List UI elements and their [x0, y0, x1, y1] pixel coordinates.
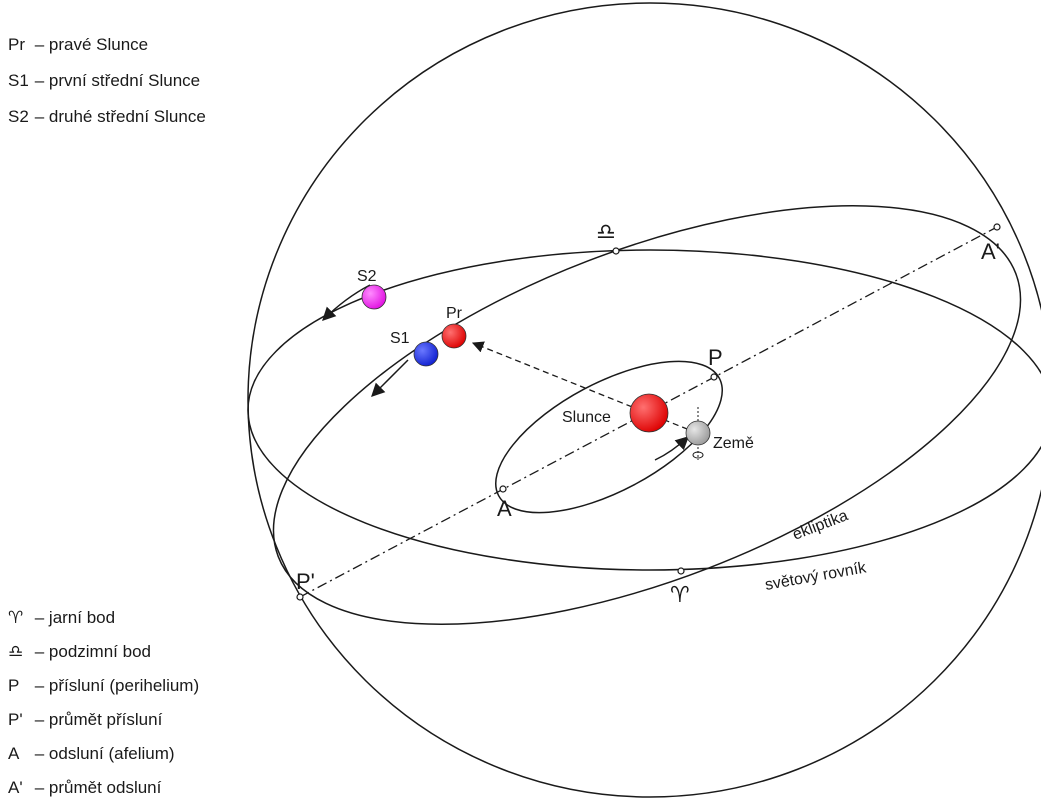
s1-label: S1: [390, 330, 410, 347]
legend-symbol: P: [8, 676, 20, 695]
legend-item-perihelion-projection: P' – průmět přísluní: [8, 711, 162, 728]
s2-label: S2: [357, 268, 377, 285]
perihelion-projection-label: P': [296, 569, 315, 594]
legend-symbol: P': [8, 710, 23, 729]
sun: [629, 393, 669, 433]
legend-desc: – přísluní (perihelium): [34, 676, 200, 695]
legend-item-s2: S2 – druhé střední Slunce: [8, 108, 206, 125]
earth-motion-arrow: [654, 436, 689, 461]
earth-rotation-icon: [692, 451, 704, 459]
legend-desc: – pravé Slunce: [34, 35, 149, 54]
legend-symbol: S2: [8, 107, 29, 126]
earth: [685, 420, 711, 446]
s1-motion-arrow: [371, 359, 409, 397]
perihelion-label: P: [708, 345, 723, 370]
legend-desc: – podzimní bod: [34, 642, 151, 661]
ecliptic-label: ekliptika: [790, 507, 850, 544]
aries-symbol: ♈: [8, 608, 24, 628]
first-mean-sun: [413, 341, 439, 367]
perihelion-projection-point: [296, 593, 304, 601]
perihelion-point: [710, 373, 718, 381]
legend-symbol: Pr: [8, 35, 25, 54]
legend-desc: – jarní bod: [34, 608, 116, 627]
pr-label: Pr: [446, 305, 463, 322]
equator-label: světový rovník: [764, 559, 869, 594]
legend-item-aries: ♈ – jarní bod: [8, 609, 115, 627]
earth-label: Země: [713, 435, 754, 452]
aries-label: ♈: [670, 583, 690, 608]
legend-symbol: S1: [8, 71, 29, 90]
aphelion-projection-label: A': [981, 239, 1000, 264]
true-sun: [441, 323, 467, 349]
legend-item-aphelion-projection: A' – průmět odsluní: [8, 779, 161, 796]
legend-desc: – průmět přísluní: [34, 710, 163, 729]
aphelion-projection-point: [993, 223, 1001, 231]
sun-label: Slunce: [562, 409, 611, 426]
legend-desc: – průmět odsluní: [34, 778, 162, 797]
legend-symbol: A': [8, 778, 23, 797]
legend-desc: – odsluní (afelium): [34, 744, 175, 763]
legend-item-perihelion: P – přísluní (perihelium): [8, 677, 199, 694]
second-mean-sun: [361, 284, 387, 310]
legend-item-aphelion: A – odsluní (afelium): [8, 745, 175, 762]
legend-desc: – druhé střední Slunce: [34, 107, 206, 126]
vernal-equinox-point: [677, 567, 685, 575]
legend-item-libra: ♎ – podzimní bod: [8, 643, 151, 661]
earth-orbit: [495, 360, 723, 514]
aphelion-point: [499, 485, 507, 493]
celestial-equator: [247, 249, 1041, 571]
legend-item-s1: S1 – první střední Slunce: [8, 72, 200, 89]
libra-symbol: ♎: [8, 642, 24, 662]
legend-symbol: A: [8, 744, 20, 763]
celestial-sphere: [247, 2, 1041, 798]
ecliptic: [272, 205, 1022, 625]
autumn-equinox-point: [612, 247, 620, 255]
aphelion-label: A: [497, 496, 512, 521]
legend-item-pr: Pr – pravé Slunce: [8, 36, 148, 53]
legend-desc: – první střední Slunce: [34, 71, 201, 90]
s2-motion-arrow: [322, 284, 371, 321]
libra-label: ♎: [596, 220, 616, 245]
